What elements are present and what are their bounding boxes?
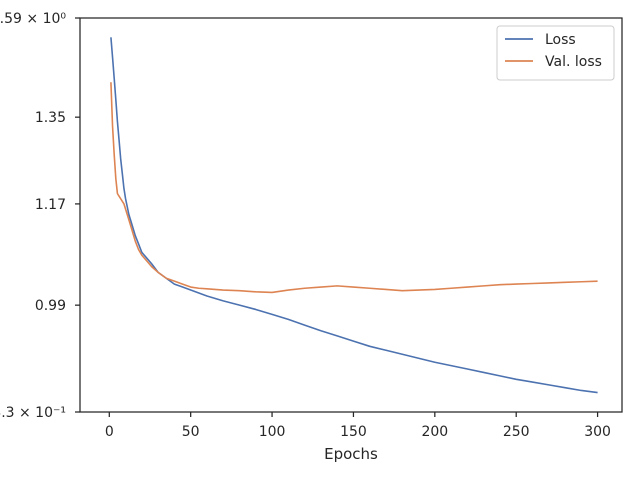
x-tick-label: 50 — [182, 424, 200, 440]
series-line-0 — [110, 37, 598, 394]
y-tick-label: 8.3 × 10⁻¹ — [0, 405, 66, 421]
legend-label: Val. loss — [545, 54, 602, 70]
x-tick-label: 100 — [259, 424, 286, 440]
legend: Loss Val. loss — [496, 25, 615, 81]
y-tick-label: 0.99 — [35, 298, 66, 314]
x-tick-label: 0 — [105, 424, 114, 440]
y-axis-ticks: 8.3 × 10⁻¹ 0.99 1.17 1.35 1.59 × 10⁰ — [0, 11, 80, 421]
x-axis-label: Epochs — [324, 445, 378, 463]
y-tick-label: 1.17 — [35, 197, 66, 213]
legend-label: Loss — [545, 32, 576, 48]
y-tick-label: 1.59 × 10⁰ — [0, 11, 66, 27]
x-axis-ticks: 0 50 100 150 200 250 300 — [105, 412, 611, 440]
x-tick-label: 300 — [584, 424, 611, 440]
y-tick-label: 1.35 — [35, 110, 66, 126]
plot-lines — [110, 37, 598, 394]
x-tick-label: 150 — [340, 424, 367, 440]
x-tick-label: 200 — [421, 424, 448, 440]
x-tick-label: 250 — [503, 424, 530, 440]
plot-frame — [79, 17, 623, 413]
series-line-1 — [110, 82, 598, 294]
